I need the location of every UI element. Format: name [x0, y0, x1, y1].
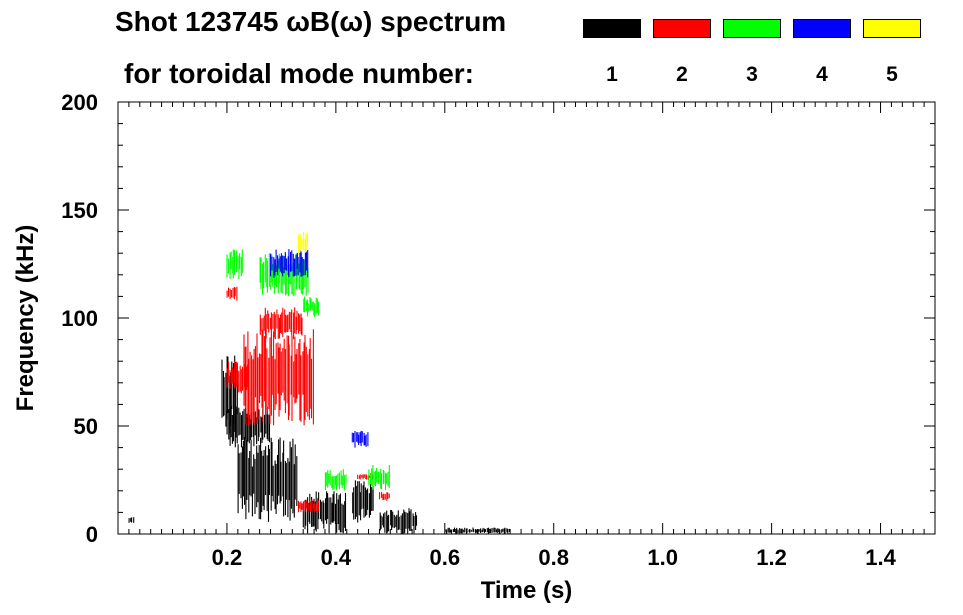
mode-2-region — [243, 329, 314, 426]
legend-swatch-mode-1 — [583, 19, 641, 38]
legend: 1 2 3 4 5 — [0, 0, 963, 100]
legend-label-mode-4: 4 — [816, 63, 828, 86]
x-tick-label: 1.0 — [647, 545, 678, 570]
legend-label-mode-3: 3 — [746, 63, 758, 86]
x-tick-label: 0.4 — [321, 545, 352, 570]
mode-1-region — [302, 491, 347, 534]
legend-swatch-mode-2 — [653, 19, 711, 38]
mode-5-region — [297, 231, 308, 253]
mode-1-region — [128, 517, 135, 523]
mode-4-region — [270, 249, 309, 278]
y-tick-label: 150 — [61, 198, 98, 223]
chart-title: Shot 123745 ωB(ω) spectrum — [115, 6, 507, 37]
legend-swatch-mode-5 — [863, 19, 921, 38]
mode-1-region — [444, 527, 510, 534]
y-tick-label: 200 — [61, 90, 98, 115]
x-tick-label: 1.4 — [865, 545, 896, 570]
legend-swatch-mode-3 — [723, 19, 781, 38]
mode-3-region — [303, 296, 319, 318]
mode-1-region — [226, 405, 271, 448]
axis-ticks — [117, 101, 936, 535]
mode-4-region — [351, 430, 369, 448]
series-mode-2 — [226, 286, 390, 513]
mode-1-region — [379, 508, 418, 534]
legend-label-mode-1: 1 — [606, 63, 618, 86]
mode-2-region — [226, 361, 249, 394]
x-tick-label: 1.2 — [756, 545, 787, 570]
x-tick-label: 0.2 — [212, 545, 243, 570]
series-mode-5 — [297, 231, 308, 253]
y-tick-label: 0 — [86, 522, 98, 547]
x-tick-label: 0.8 — [538, 545, 569, 570]
chart-subtitle: for toroidal mode number: — [124, 58, 474, 89]
x-tick-label: 0.6 — [430, 545, 461, 570]
tick-labels: 0.2 0.4 0.6 0.8 1.0 1.2 1.4 0 50 100 150 200 — [61, 90, 896, 570]
y-tick-label: 100 — [61, 306, 98, 331]
x-axis-label: Time (s) — [481, 577, 573, 604]
mode-2-region — [259, 307, 303, 340]
mode-2-region — [297, 499, 320, 513]
legend-label-mode-2: 2 — [676, 63, 688, 86]
legend-label-mode-5: 5 — [886, 63, 898, 86]
series-mode-1 — [128, 355, 510, 534]
mode-3-region — [324, 469, 347, 491]
spectrum-marks — [128, 231, 510, 534]
mode-1-region — [237, 437, 298, 522]
mode-2-region — [226, 286, 238, 301]
mode-3-region — [226, 249, 243, 279]
series-mode-4 — [270, 249, 369, 448]
y-tick-label: 50 — [74, 414, 98, 439]
legend-swatch-mode-4 — [793, 19, 851, 38]
mode-2-region — [379, 491, 390, 501]
y-axis-label: Frequency (kHz) — [12, 225, 39, 412]
mode-3-region — [368, 465, 390, 491]
mode-1-region — [352, 480, 374, 523]
